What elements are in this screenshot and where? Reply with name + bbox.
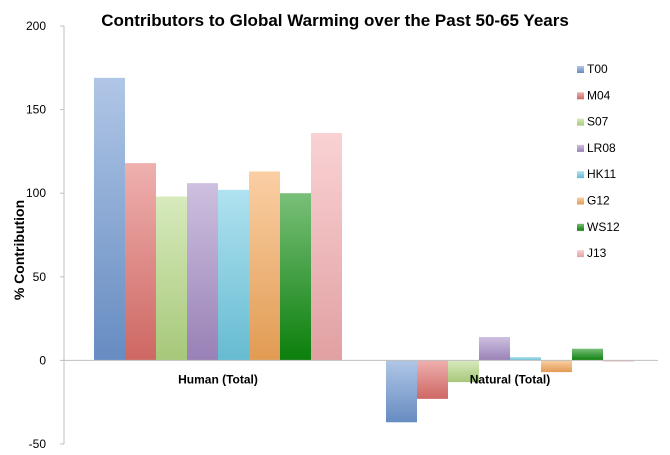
x-category-label: Human (Total) bbox=[178, 372, 258, 386]
legend-label-hk11: HK11 bbox=[587, 167, 616, 181]
y-axis-label: % Contribution bbox=[11, 200, 27, 300]
y-tick-label: 0 bbox=[39, 353, 46, 367]
y-tick-label: -50 bbox=[29, 437, 47, 451]
legend-label-ws12: WS12 bbox=[587, 220, 620, 234]
bar-s07-natural bbox=[448, 360, 479, 383]
legend-swatch-m04 bbox=[577, 92, 584, 100]
legend-swatch-g12 bbox=[577, 197, 584, 205]
y-tick-label: 50 bbox=[33, 270, 47, 284]
y-tick-label: 100 bbox=[26, 186, 46, 200]
bar-m04-natural bbox=[417, 360, 448, 399]
bar-g12-natural bbox=[541, 360, 572, 373]
y-tick-label: 200 bbox=[26, 19, 46, 33]
legend-label-lr08: LR08 bbox=[587, 141, 616, 155]
x-axis-categories: Human (Total) Natural (Total) bbox=[178, 372, 550, 386]
legend-swatch-j13 bbox=[577, 250, 584, 258]
bar-lr08-human bbox=[187, 183, 218, 361]
bar-hk11-natural bbox=[510, 357, 541, 361]
bar-ws12-natural bbox=[572, 348, 603, 361]
y-axis: -50 0 50 100 150 200 bbox=[26, 19, 64, 451]
bar-hk11-human bbox=[218, 189, 249, 361]
bar-t00-natural bbox=[386, 360, 417, 423]
legend-label-j13: J13 bbox=[587, 246, 607, 260]
bar-m04-human bbox=[125, 163, 156, 361]
bar-t00-human bbox=[94, 77, 125, 361]
chart-title: Contributors to Global Warming over the … bbox=[101, 11, 569, 30]
bar-g12-human bbox=[249, 171, 280, 361]
legend-swatch-t00 bbox=[577, 66, 584, 73]
bar-j13-human bbox=[311, 133, 342, 361]
legend: T00 M04 S07 LR08 HK11 G12 WS12 J13 bbox=[577, 62, 620, 260]
y-tick-label: 150 bbox=[26, 103, 46, 117]
legend-label-t00: T00 bbox=[587, 62, 608, 76]
legend-swatch-s07 bbox=[577, 118, 584, 126]
bar-ws12-human bbox=[280, 193, 311, 361]
legend-swatch-hk11 bbox=[577, 171, 584, 179]
bars bbox=[94, 77, 634, 423]
bar-s07-human bbox=[156, 196, 187, 361]
legend-label-s07: S07 bbox=[587, 115, 609, 129]
legend-swatch-ws12 bbox=[577, 223, 584, 231]
x-category-label: Natural (Total) bbox=[470, 372, 550, 386]
legend-label-g12: G12 bbox=[587, 194, 610, 208]
legend-swatch-lr08 bbox=[577, 144, 584, 152]
bar-lr08-natural bbox=[479, 336, 510, 361]
legend-label-m04: M04 bbox=[587, 88, 611, 102]
